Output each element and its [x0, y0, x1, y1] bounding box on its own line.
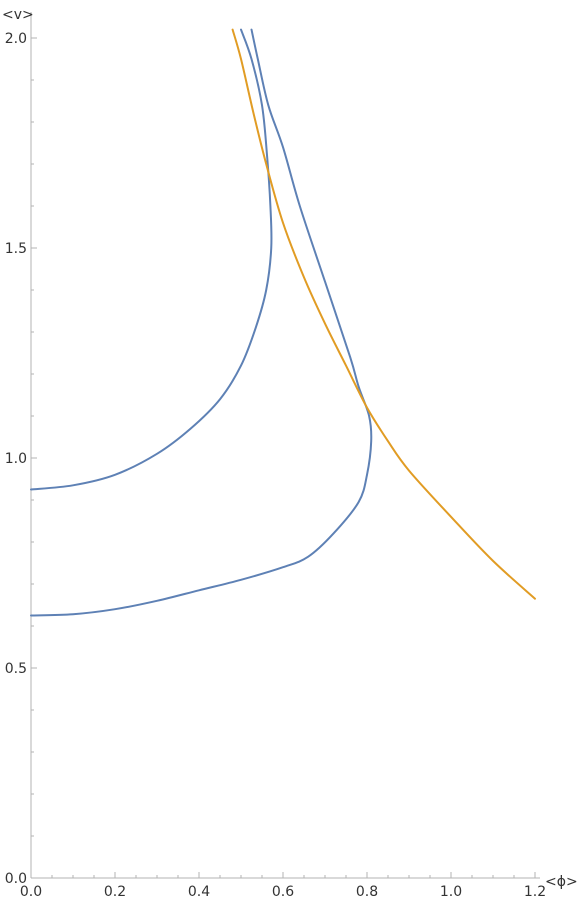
x-tick-label: 1.2	[524, 884, 546, 900]
ticks: 0.0 0.2 0.4 0.6 0.8 1.0 1.2 0.0 0.5 1.0 1.5 2.0	[5, 31, 546, 900]
y-tick-label: 0.5	[5, 661, 27, 677]
axes	[30, 12, 540, 879]
y-axis-label: <v>	[2, 7, 34, 23]
x-tick-label: 0.4	[188, 884, 210, 900]
series-line-2	[30, 28, 373, 617]
y-tick-label: 0.0	[5, 871, 27, 887]
x-tick-label: 0.8	[356, 884, 378, 900]
series-group	[30, 28, 536, 617]
series-line-1	[30, 28, 273, 491]
series-line-3	[231, 28, 536, 600]
y-tick-label: 1.5	[5, 241, 27, 257]
x-axis-label: <ϕ>	[545, 874, 578, 890]
x-tick-label: 1.0	[440, 884, 462, 900]
x-tick-label: 0.0	[20, 884, 42, 900]
x-tick-label: 0.6	[272, 884, 294, 900]
y-tick-label: 1.0	[5, 451, 27, 467]
x-tick-label: 0.2	[104, 884, 126, 900]
y-tick-label: 2.0	[5, 31, 27, 47]
